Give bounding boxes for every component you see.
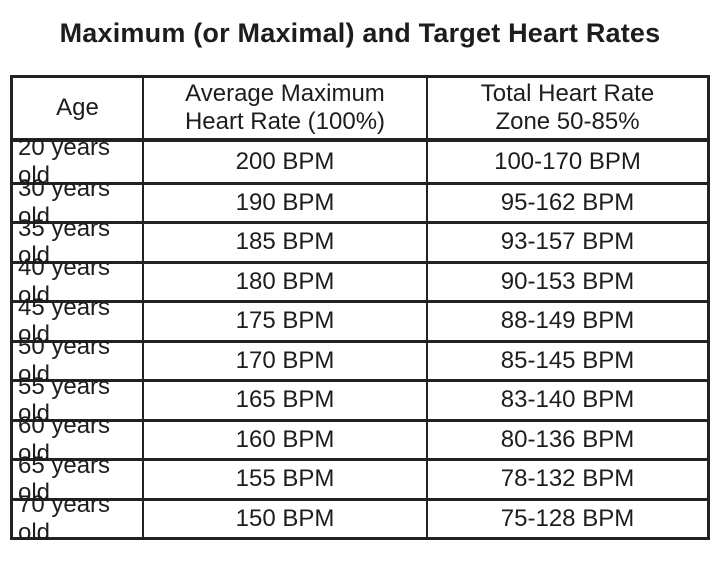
target-zone-cell: 90-153 BPM: [426, 263, 707, 300]
target-zone-cell: 80-136 BPM: [426, 421, 707, 458]
table-row: 20 years old 200 BPM 100-170 BPM: [13, 134, 707, 189]
table-row: 65 years old 155 BPM 78-132 BPM: [13, 451, 707, 507]
age-cell: 70 years old: [18, 491, 111, 546]
avg-max-hr-cell: 200 BPM: [142, 142, 426, 182]
target-zone-cell: 95-162 BPM: [426, 184, 707, 221]
avg-max-hr-cell: 150 BPM: [142, 500, 426, 537]
avg-max-hr-cell: 165 BPM: [142, 382, 426, 419]
table-header-row: Age Average Maximum Heart Rate (100%) To…: [13, 78, 707, 142]
table-row: 70 years old 150 BPM 75-128 BPM: [13, 491, 707, 546]
target-zone-cell: 100-170 BPM: [426, 142, 707, 182]
target-zone-cell: 83-140 BPM: [426, 382, 707, 419]
age-cell: 65 years old: [18, 451, 111, 507]
age-cell: 35 years old: [18, 214, 111, 270]
page-title: Maximum (or Maximal) and Target Heart Ra…: [59, 18, 661, 48]
target-zone-cell: 93-157 BPM: [426, 224, 707, 261]
avg-max-hr-cell: 160 BPM: [142, 421, 426, 458]
avg-max-hr-cell: 180 BPM: [142, 263, 426, 300]
age-cell: 50 years old: [18, 333, 111, 388]
column-header-target-zone: Total Heart Rate Zone 50-85%: [426, 78, 707, 138]
avg-max-hr-cell: 175 BPM: [142, 303, 426, 340]
table-row: 50 years old 170 BPM 85-145 BPM: [13, 333, 707, 388]
age-cell: 40 years old: [18, 254, 111, 309]
target-zone-cell: 88-149 BPM: [426, 303, 707, 340]
table-row: 60 years old 160 BPM 80-136 BPM: [13, 412, 707, 467]
table-row: 40 years old 180 BPM 90-153 BPM: [13, 254, 707, 309]
target-zone-cell: 85-145 BPM: [426, 342, 707, 379]
target-zone-cell: 78-132 BPM: [426, 461, 707, 498]
avg-max-hr-cell: 170 BPM: [142, 342, 426, 379]
table-row: 35 years old 185 BPM 93-157 BPM: [13, 214, 707, 270]
age-cell: 20 years old: [18, 134, 111, 189]
heart-rate-table: Age Average Maximum Heart Rate (100%) To…: [10, 75, 710, 546]
avg-max-hr-cell: 155 BPM: [142, 461, 426, 498]
avg-max-hr-cell: 185 BPM: [142, 224, 426, 261]
column-header-age: Age: [56, 94, 99, 122]
column-header-avg-max-hr: Average Maximum Heart Rate (100%): [142, 78, 426, 138]
avg-max-hr-cell: 190 BPM: [142, 184, 426, 221]
target-zone-cell: 75-128 BPM: [426, 500, 707, 537]
